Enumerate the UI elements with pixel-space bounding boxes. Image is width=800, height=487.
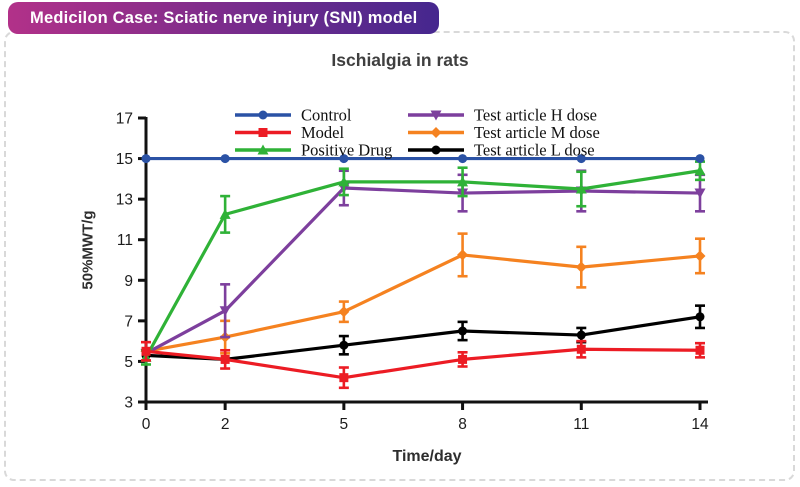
y-tick-label: 15: [116, 151, 133, 168]
marker-square: [695, 345, 705, 355]
marker-circle: [258, 110, 268, 120]
y-tick-label: 7: [124, 313, 133, 330]
case-badge-label: Medicilon Case: Sciatic nerve injury (SN…: [30, 9, 418, 27]
legend-label: Test article M dose: [474, 123, 600, 142]
marker-diamond: [338, 306, 350, 318]
y-tick-label: 11: [117, 232, 133, 249]
x-tick-label: 0: [142, 416, 151, 433]
marker-square: [258, 128, 268, 137]
marker-circle: [339, 154, 349, 164]
x-tick-label: 5: [340, 416, 349, 433]
marker-circle: [576, 154, 586, 164]
marker-square: [339, 373, 349, 383]
legend-label: Test article L dose: [474, 141, 595, 160]
legend-label: Test article H dose: [474, 106, 597, 125]
y-tick-label: 9: [124, 273, 133, 290]
series-control: [141, 154, 705, 164]
legend-item-model: Model: [235, 123, 344, 142]
series-line: [145, 186, 701, 355]
x-tick-label: 2: [221, 416, 230, 433]
marker-triangle-up: [338, 176, 350, 187]
legend-item-positive-drug: Positive Drug: [235, 141, 392, 160]
chart-title: Ischialgia in rats: [331, 50, 469, 70]
marker-triangle-up: [694, 165, 706, 176]
x-tick-label: 8: [458, 416, 467, 433]
marker-diamond: [575, 261, 587, 273]
marker-triangle-down: [430, 110, 442, 121]
marker-triangle-up: [575, 183, 587, 194]
x-axis-label: Time/day: [392, 448, 462, 465]
marker-circle: [576, 330, 586, 340]
y-tick-label: 13: [116, 192, 133, 209]
marker-triangle-up: [257, 144, 269, 155]
figure-card: [4, 31, 795, 481]
marker-circle: [458, 154, 468, 164]
marker-circle: [220, 154, 230, 164]
legend-item-test-article-l-dose: Test article L dose: [408, 141, 595, 160]
legend-label: Control: [301, 106, 352, 125]
legend-item-control: Control: [235, 106, 352, 125]
legend-item-test-article-m-dose: Test article M dose: [408, 123, 600, 142]
legend-label: Model: [301, 123, 344, 142]
marker-circle: [695, 312, 705, 322]
marker-circle: [339, 340, 349, 350]
marker-circle: [458, 326, 468, 336]
y-tick-label: 5: [124, 354, 133, 371]
series-line: [145, 347, 701, 380]
y-tick-label: 17: [116, 111, 133, 128]
case-badge: Medicilon Case: Sciatic nerve injury (SN…: [8, 2, 440, 34]
marker-diamond: [430, 127, 442, 138]
x-tick-label: 11: [573, 416, 589, 433]
marker-triangle-up: [219, 208, 231, 219]
marker-circle: [141, 154, 151, 164]
marker-circle: [431, 145, 441, 155]
marker-square: [576, 344, 586, 354]
legend-label: Positive Drug: [301, 141, 392, 160]
marker-diamond: [694, 250, 706, 262]
series-line: [144, 169, 701, 359]
y-tick-label: 3: [124, 395, 133, 412]
series-line: [145, 253, 701, 353]
marker-diamond: [457, 249, 469, 261]
x-tick-label: 14: [691, 416, 709, 433]
marker-square: [458, 354, 468, 364]
marker-triangle-down: [694, 188, 706, 199]
marker-triangle-up: [457, 176, 469, 187]
series-model: [141, 339, 705, 390]
marker-square: [220, 354, 230, 364]
marker-square: [141, 346, 151, 356]
marker-circle: [695, 154, 705, 164]
legend-item-test-article-h-dose: Test article H dose: [408, 106, 597, 125]
marker-triangle-down: [219, 306, 231, 317]
